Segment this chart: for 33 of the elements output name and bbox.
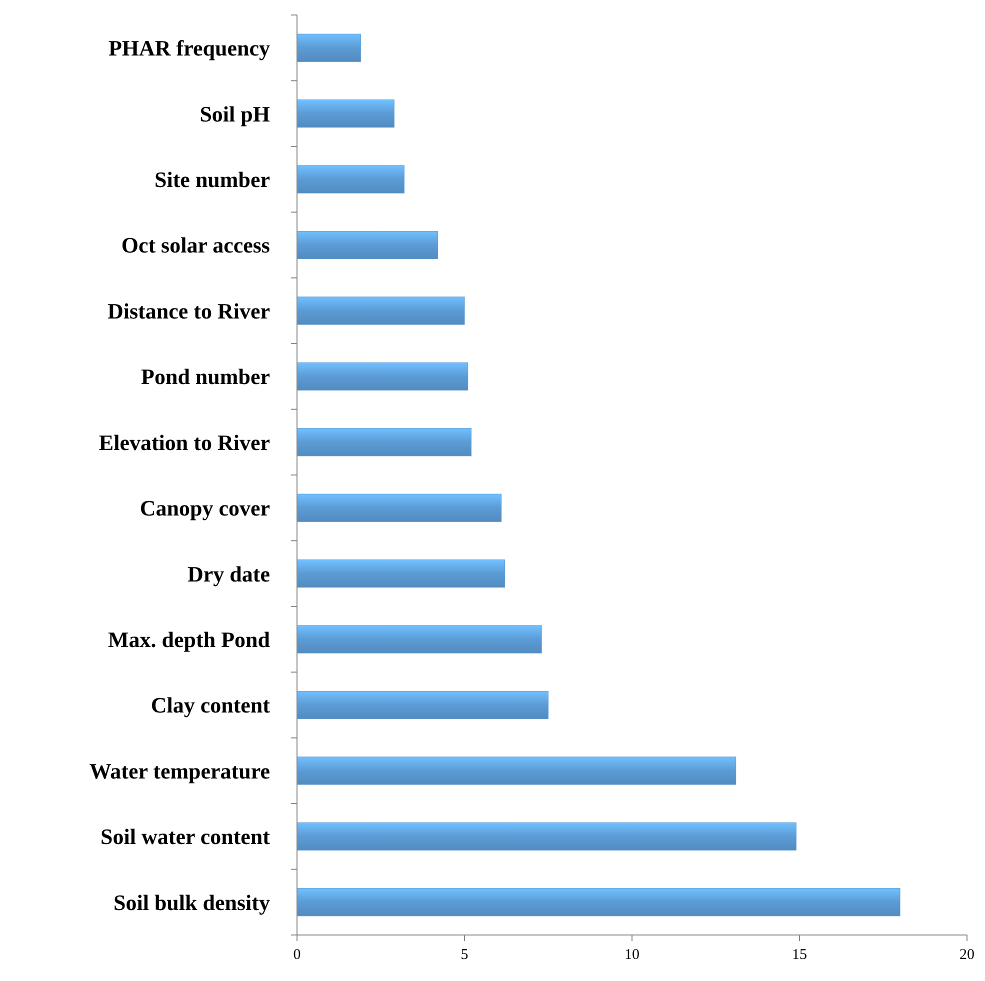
- y-tick-label: Dry date: [188, 561, 270, 586]
- x-tick-label: 10: [624, 947, 640, 963]
- bar: [296, 756, 736, 785]
- bar: [296, 34, 361, 62]
- x-tick-label: 5: [460, 947, 468, 963]
- x-tick-label: 20: [960, 947, 974, 963]
- bar: [296, 230, 438, 260]
- y-tick-label: Oct solar access: [121, 232, 270, 258]
- y-tick-label: Pond number: [141, 364, 270, 390]
- bar: [296, 362, 468, 390]
- y-tick-label: Elevation to River: [98, 430, 270, 455]
- y-tick-label: Distance to River: [107, 298, 270, 324]
- y-tick-label: Max. depth Pond: [108, 626, 270, 652]
- bar: [296, 690, 548, 720]
- bar: [296, 100, 394, 128]
- y-tick-label: Clay content: [150, 692, 271, 718]
- bar: [296, 494, 502, 522]
- bar: [296, 428, 472, 456]
- y-tick-label: Soil water content: [100, 824, 271, 850]
- y-tick-label: Soil pH: [200, 101, 270, 126]
- y-tick-label: Water temperature: [89, 758, 270, 784]
- y-tick-label: Canopy cover: [140, 496, 270, 521]
- x-tick-label: 0: [293, 947, 301, 963]
- y-tick-label: PHAR frequency: [108, 36, 270, 61]
- bar: [296, 822, 796, 850]
- y-tick-label: Site number: [154, 166, 270, 192]
- bar: [296, 625, 542, 654]
- bar: [296, 888, 900, 916]
- y-tick-label: Soil bulk density: [113, 890, 270, 915]
- bar: [296, 560, 505, 588]
- bar: [296, 296, 465, 325]
- x-tick-label: 15: [792, 947, 807, 963]
- bar: [296, 165, 404, 194]
